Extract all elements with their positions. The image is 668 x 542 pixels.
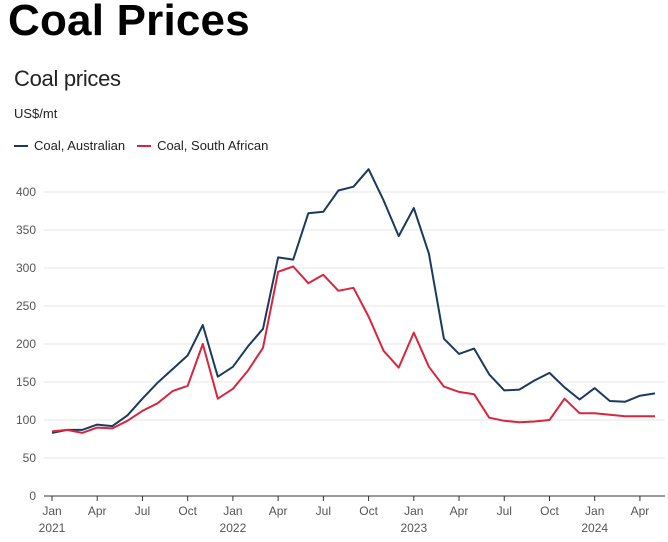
x-tick-label-month: Apr: [88, 504, 107, 518]
y-axis-unit: US$/mt: [14, 106, 58, 121]
legend-swatch-south-african: [137, 144, 152, 147]
x-tick-label-year: 2023: [400, 521, 427, 535]
y-tick-label-300: 300: [16, 261, 36, 275]
x-tick-label-month: Jan: [404, 504, 423, 518]
x-tick-label-month: Apr: [631, 504, 650, 518]
x-tick-label-month: Oct: [359, 504, 378, 518]
y-tick-label-50: 50: [23, 451, 37, 465]
legend-swatch-australian: [14, 144, 28, 147]
series-line-australian: [51, 168, 656, 434]
x-tick-label-month: Jan: [42, 504, 61, 518]
page-heading: Coal Prices: [8, 0, 250, 45]
tick-layer: 0 50 100 150 200 250 300 350 400 Jan 2021 Apr Jul Oct…: [16, 185, 649, 535]
y-tick-label-200: 200: [16, 337, 36, 351]
x-tick-label-month: Apr: [269, 504, 288, 518]
y-tick-label-0: 0: [29, 489, 36, 503]
x-tick-label-year: 2022: [220, 521, 247, 535]
x-tick-label-month: Jul: [135, 504, 150, 518]
x-tick-label-month: Oct: [178, 504, 197, 518]
x-tick-label-month: Jan: [223, 504, 242, 518]
legend-item-south-african: Coal, South African: [137, 138, 268, 153]
legend: Coal, Australian Coal, South African: [14, 138, 280, 153]
chart-title: Coal prices: [14, 66, 121, 91]
legend-label-australian: Coal, Australian: [34, 138, 126, 153]
y-tick-label-150: 150: [16, 375, 36, 389]
legend-item-australian: Coal, Australian: [14, 138, 125, 153]
x-tick-label-year: 2024: [581, 521, 608, 535]
x-tick-label-month: Jul: [316, 504, 331, 518]
grid-layer: [44, 191, 665, 497]
y-tick-label-350: 350: [16, 223, 36, 237]
series-line-south-african: [51, 265, 655, 434]
x-tick-label-year: 2021: [39, 521, 66, 535]
x-tick-label-month: Jan: [585, 504, 604, 518]
y-tick-label-100: 100: [16, 413, 36, 427]
y-tick-label-400: 400: [16, 185, 36, 199]
legend-label-south-african: Coal, South African: [157, 138, 269, 153]
x-tick-label-month: Apr: [450, 504, 469, 518]
x-tick-label-month: Jul: [497, 504, 512, 518]
y-tick-label-250: 250: [16, 299, 36, 313]
series-layer: [51, 168, 656, 434]
x-tick-label-month: Oct: [540, 504, 559, 518]
